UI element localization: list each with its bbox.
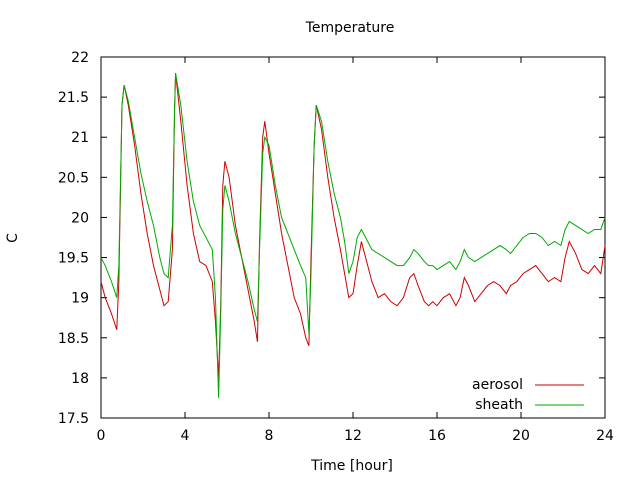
y-tick-label: 19.5 [58,251,89,267]
plot-frame [100,56,606,419]
y-tick-label: 17.5 [58,411,89,427]
series-line-sheath [100,72,606,398]
y-tick-label: 18.5 [58,331,89,347]
legend: aerosol sheath [472,377,584,413]
series-line-aerosol [100,72,606,378]
x-tick-label: 16 [428,428,446,444]
x-tick-label: 12 [344,428,362,444]
legend-label-sheath: sheath [475,397,523,413]
legend-label-aerosol: aerosol [472,377,523,393]
series-lines [100,72,606,398]
y-tick-label: 20.5 [58,170,89,186]
y-tick-label: 20 [71,210,89,226]
y-tick-label: 18 [71,371,89,387]
y-tick-label: 19 [71,291,89,307]
x-tick-label: 8 [265,428,274,444]
y-tick-label: 21.5 [58,90,89,106]
x-tick-label: 0 [97,428,106,444]
y-axis-label: C [5,233,21,243]
x-tick-label: 20 [512,428,530,444]
y-tick-label: 22 [71,50,89,66]
x-tick-label: 4 [181,428,190,444]
chart-title: Temperature [305,20,395,36]
axis-ticks: 0 4 8 12 16 20 24 17.5 18 18.5 19 19.5 20 20.5 21 21.5 2… [58,50,614,444]
x-axis-label: Time [hour] [310,458,393,474]
x-tick-label: 24 [596,428,614,444]
y-tick-label: 21 [71,130,89,146]
